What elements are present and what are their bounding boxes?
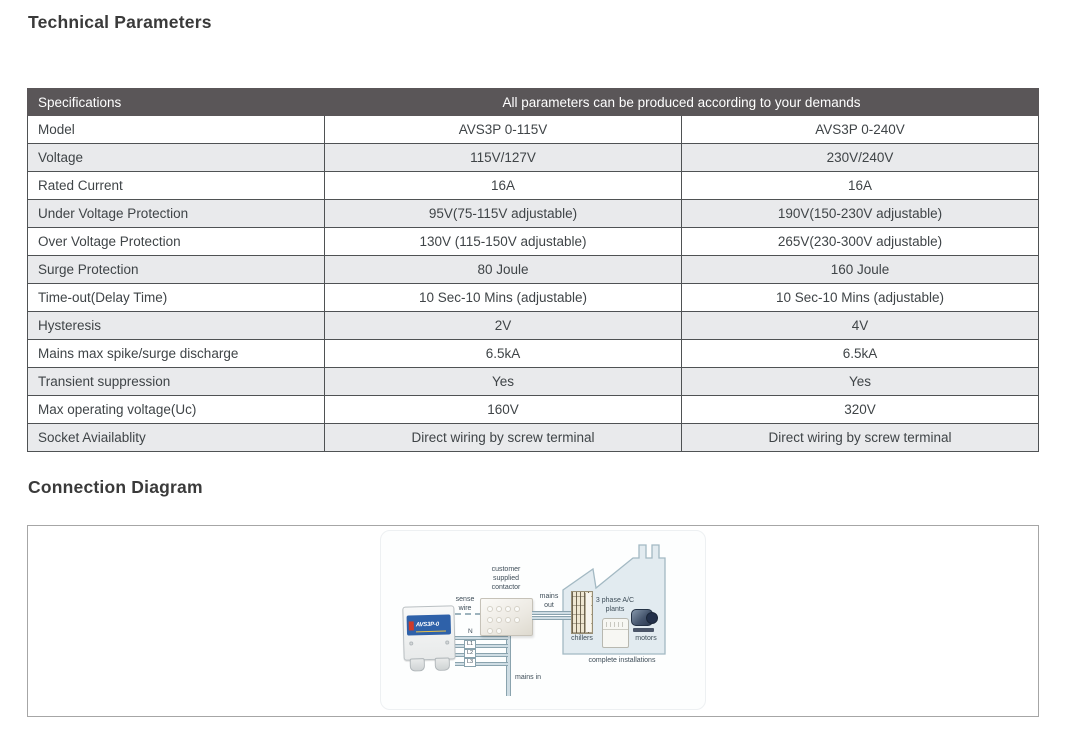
- value-240v: Direct wiring by screw terminal: [681, 423, 1039, 452]
- wire-label-l1: L1: [464, 640, 477, 649]
- table-header-row: Specifications All parameters can be pro…: [27, 88, 1039, 116]
- value-115v: 6.5kA: [324, 339, 682, 368]
- ac-unit-icon: [602, 618, 629, 648]
- terminal-dot: [496, 628, 502, 634]
- value-240v: 190V(150-230V adjustable): [681, 199, 1039, 228]
- device-screw: [445, 640, 450, 645]
- table-row: Time-out(Delay Time) 10 Sec-10 Mins (adju…: [27, 283, 1039, 312]
- terminal-dot: [505, 606, 511, 612]
- table-row: Transient suppression Yes Yes: [27, 367, 1039, 396]
- wire-label-n: N: [468, 628, 473, 635]
- wire-n: [455, 636, 508, 640]
- table-row: Over Voltage Protection 130V (115-150V ad…: [27, 227, 1039, 256]
- value-115v: AVS3P 0-115V: [324, 115, 682, 144]
- terminal-dot: [514, 617, 520, 623]
- wire-l3: [455, 662, 508, 666]
- nameplate-logo: [408, 620, 414, 631]
- table-row: Surge Protection 80 Joule 160 Joule: [27, 255, 1039, 284]
- spec-label: Time-out(Delay Time): [27, 283, 325, 312]
- spec-label: Transient suppression: [27, 367, 325, 396]
- value-240v: Yes: [681, 367, 1039, 396]
- table-row: Hysteresis 2V 4V: [27, 311, 1039, 340]
- motor-base: [633, 628, 654, 632]
- spec-table: Specifications All parameters can be pro…: [27, 88, 1039, 452]
- spec-label: Socket Aviailablity: [27, 423, 325, 452]
- table-row: Max operating voltage(Uc) 160V 320V: [27, 395, 1039, 424]
- device-model-text: AVS3P-0: [415, 621, 440, 629]
- mains-out-label: mains out: [539, 593, 559, 609]
- technical-parameters-heading: Technical Parameters: [28, 12, 212, 32]
- value-115v: 160V: [324, 395, 682, 424]
- device-gland: [434, 657, 450, 671]
- wire-l2: [455, 653, 508, 657]
- parameters-header-cell: All parameters can be produced according…: [324, 88, 1039, 116]
- value-115v: 95V(75-115V adjustable): [324, 199, 682, 228]
- value-115v: 2V: [324, 311, 682, 340]
- table-row: Rated Current 16A 16A: [27, 171, 1039, 200]
- wire-l1: [455, 644, 508, 648]
- device-screw: [409, 641, 414, 646]
- value-115v: 16A: [324, 171, 682, 200]
- value-240v: 160 Joule: [681, 255, 1039, 284]
- mains-in-label: mains in: [515, 674, 542, 681]
- value-115v: Yes: [324, 367, 682, 396]
- wire-label-l2: L2: [464, 649, 477, 658]
- value-115v: 80 Joule: [324, 255, 682, 284]
- motor-cap: [646, 612, 658, 624]
- spec-label: Model: [27, 115, 325, 144]
- terminal-dot: [496, 617, 502, 623]
- mains-out-cable: [532, 611, 572, 620]
- value-115v: 115V/127V: [324, 143, 682, 172]
- spec-label: Under Voltage Protection: [27, 199, 325, 228]
- terminal-dot: [514, 606, 520, 612]
- value-115v: Direct wiring by screw terminal: [324, 423, 682, 452]
- chillers-label: chillers: [571, 635, 593, 642]
- spec-label: Rated Current: [27, 171, 325, 200]
- contactor-icon: [480, 598, 533, 636]
- connection-diagram: N L1 L2 L3 AVS3P-0 sense wire customer s…: [27, 525, 1039, 717]
- spec-label: Voltage: [27, 143, 325, 172]
- sense-wire-dashed-line: [455, 613, 481, 615]
- device-gland: [409, 658, 425, 672]
- mains-in-cable: [506, 636, 511, 696]
- connection-diagram-heading: Connection Diagram: [28, 477, 203, 497]
- value-240v: 230V/240V: [681, 143, 1039, 172]
- spec-label: Surge Protection: [27, 255, 325, 284]
- motors-label: motors: [635, 635, 657, 642]
- spec-label: Mains max spike/surge discharge: [27, 339, 325, 368]
- spec-label: Over Voltage Protection: [27, 227, 325, 256]
- terminal-dot: [487, 606, 493, 612]
- value-240v: AVS3P 0-240V: [681, 115, 1039, 144]
- specifications-header-cell: Specifications: [27, 88, 325, 116]
- table-row: Mains max spike/surge discharge 6.5kA 6.5k…: [27, 339, 1039, 368]
- value-240v: 10 Sec-10 Mins (adjustable): [681, 283, 1039, 312]
- spec-label: Max operating voltage(Uc): [27, 395, 325, 424]
- table-row: Socket Aviailablity Direct wiring by scre…: [27, 423, 1039, 452]
- contactor-label: customer supplied contactor: [491, 566, 521, 591]
- sense-wire-label: sense wire: [455, 596, 475, 612]
- terminal-dot: [487, 628, 493, 634]
- value-240v: 320V: [681, 395, 1039, 424]
- value-240v: 265V(230-300V adjustable): [681, 227, 1039, 256]
- wire-label-l3: L3: [464, 658, 477, 667]
- table-row: Under Voltage Protection 95V(75-115V adju…: [27, 199, 1039, 228]
- value-240v: 4V: [681, 311, 1039, 340]
- terminal-dot: [496, 606, 502, 612]
- terminal-dot: [505, 617, 511, 623]
- value-115v: 10 Sec-10 Mins (adjustable): [324, 283, 682, 312]
- value-240v: 16A: [681, 171, 1039, 200]
- complete-installations-label: complete installations: [588, 657, 656, 664]
- spec-label: Hysteresis: [27, 311, 325, 340]
- table-row: Voltage 115V/127V 230V/240V: [27, 143, 1039, 172]
- value-240v: 6.5kA: [681, 339, 1039, 368]
- table-row: Model AVS3P 0-115V AVS3P 0-240V: [27, 115, 1039, 144]
- motor-icon: [631, 605, 658, 632]
- device-nameplate: AVS3P-0: [406, 614, 452, 636]
- value-115v: 130V (115-150V adjustable): [324, 227, 682, 256]
- terminal-dot: [487, 617, 493, 623]
- ac-plants-label: 3 phase A/C plants: [595, 597, 635, 613]
- avs3p-device-icon: AVS3P-0: [402, 605, 456, 672]
- chillers-icon: [571, 591, 593, 634]
